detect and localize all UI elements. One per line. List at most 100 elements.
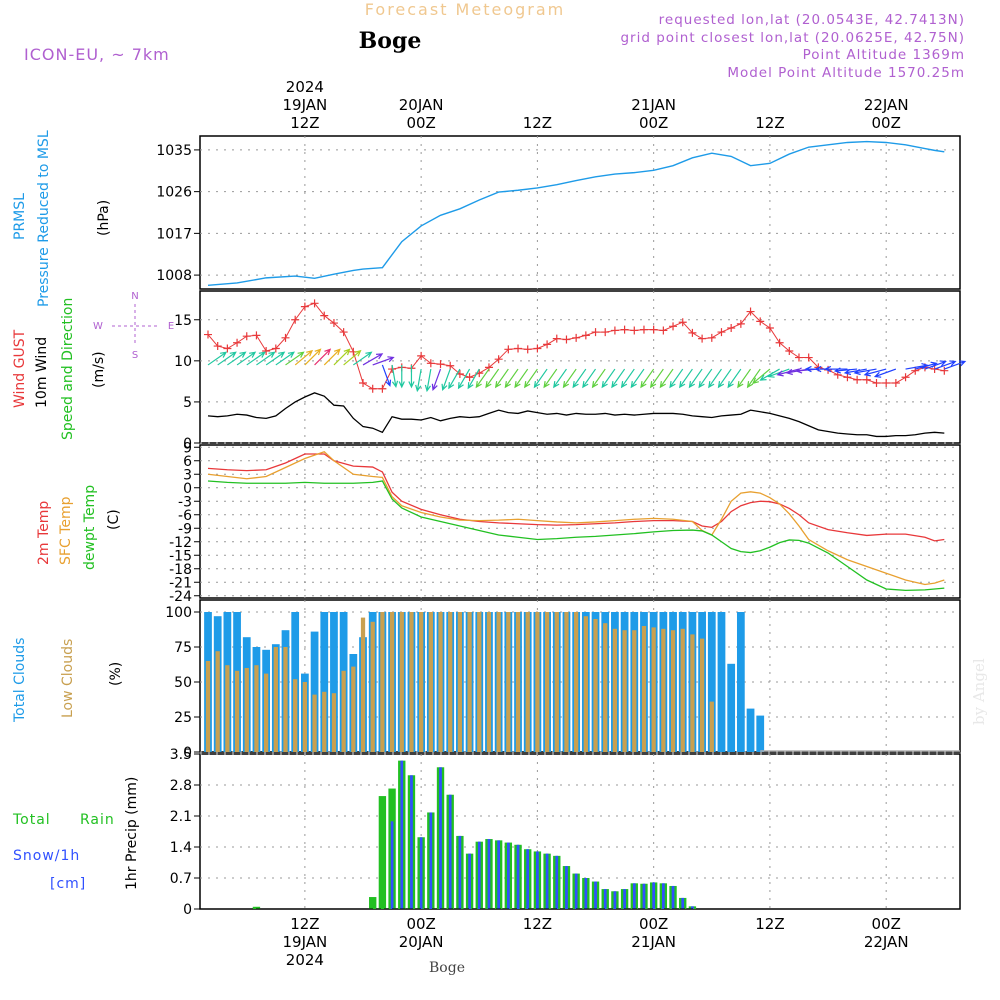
cloud-low-bar [661,628,666,752]
cloud-total-bar [320,612,329,752]
wind-arrow [649,368,664,389]
wind-arrow [475,368,490,389]
gust-point [669,322,678,331]
snow-bar [400,760,404,909]
gust-point [581,331,590,340]
time-label-bottom: 2024 [286,951,324,969]
cloud-low-bar [438,612,443,752]
cloud-total-bar [310,631,319,752]
time-label-top: 22JAN [864,96,909,114]
cloud-low-bar [370,621,375,752]
gust-point [591,328,600,337]
wind-arrow [372,356,395,366]
wind-arrow [934,360,957,370]
pressure-labels: PRMSL Pressure Reduced to MSL (hPa) [12,130,112,307]
clouds-tick-label: 50 [174,675,192,691]
wind-arrow [752,368,771,385]
time-label-bottom: 00Z [406,915,435,933]
wind-arrow [843,368,867,376]
gust-point [785,346,794,355]
wind-arrow [431,368,442,392]
snow-bar [448,794,452,909]
time-label-bottom: 00Z [871,915,900,933]
clouds-tick-label: 75 [174,640,192,656]
snow-bar [526,849,530,909]
model-label: ICON-EU, ~ 7km [24,45,170,64]
snow-bar [652,882,656,909]
wind-arrow [381,364,392,387]
time-label-bottom: 19JAN [283,933,328,951]
wind-frame [199,290,961,444]
snow-bar [594,881,597,909]
wind-arrows [207,348,967,393]
cloud-low-bar [205,661,211,752]
wind-arrow [391,364,399,388]
gust-point [339,328,348,337]
cloud-low-bar [428,612,433,752]
cloud-low-bar [709,701,714,752]
wind-arrow [727,368,742,389]
gust-point [698,334,707,343]
cloud-low-bar [651,627,656,752]
gust-point [262,346,271,355]
time-label-top: 2024 [286,78,324,96]
snow-bar [584,878,588,909]
wind-arrow [630,368,645,389]
wind-arrow [333,348,351,366]
gust-point [794,353,803,362]
time-label-bottom: 21JAN [631,933,676,951]
cloud-low-bar [525,612,530,752]
cloud-low-bar [225,665,230,752]
wind-arrow [669,368,684,389]
wind-arrow [737,368,752,389]
time-label-top: 21JAN [631,96,676,114]
compass-s: S [132,350,138,361]
rain-bar [252,906,261,909]
wind-arrow [227,351,247,366]
cloud-total-bar [736,612,745,752]
cloud-low-bar [593,619,598,752]
wind-arrow [591,368,606,389]
snow-bar [661,883,665,909]
gust-point [281,333,290,342]
gust-point [853,375,862,384]
cloud-low-bar [612,628,618,752]
snow-bar [671,885,675,909]
cloud-low-bar [448,612,453,752]
snow-bar [555,855,559,909]
gust-point [310,299,319,308]
precip-tick-label: 0.7 [170,871,192,887]
cloud-low-bar [535,612,540,752]
pressure-frame [199,135,961,290]
snow-bar [506,842,510,909]
snow-bar [419,837,423,909]
cloud-low-bar [544,612,550,752]
pressure-tick-label: 1017 [156,226,192,242]
cloud-total-bar [746,708,755,752]
precip-labels: Total Rain Snow/1h [cm] 1hr Precip (mm) [12,777,140,892]
gust-point [736,319,745,328]
time-label-top: 12Z [523,114,552,132]
temp-labels: 2m Temp SFC Temp dewpt Temp (C) [36,485,122,570]
gust-point [223,344,232,353]
wind-label-2: 10m Wind [34,337,50,408]
gust-point [765,323,774,332]
gust-point [610,326,619,335]
cloud-low-bar [690,634,695,752]
wind-arrow [679,368,693,389]
wind-arrow [620,368,635,389]
snow-bar [574,873,578,909]
gust-point [659,326,668,335]
cloud-low-bar [351,666,356,752]
wind-arrow [323,348,341,366]
temp-unit: (C) [106,509,122,530]
precip-tick-label: 2.8 [170,778,192,794]
time-label-top: 20JAN [399,96,444,114]
compass-w: W [93,321,103,332]
wind-arrow [767,368,790,378]
pressure-tick-label: 1008 [156,268,192,284]
cloud-low-bar [506,612,511,752]
requested-coords: requested lon,lat (20.0543E, 42.7413N) [659,12,965,28]
